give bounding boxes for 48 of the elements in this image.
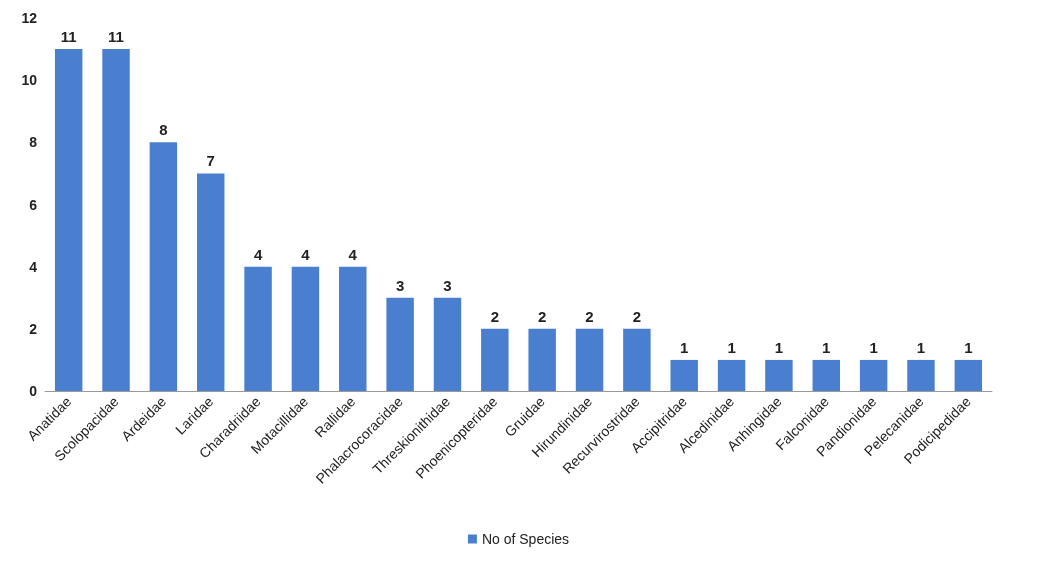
data-label: 4 [348, 245, 358, 263]
y-tick-label: 12 [21, 10, 38, 26]
data-label: 2 [632, 307, 642, 325]
data-label: 11 [60, 28, 77, 46]
bar [433, 297, 462, 391]
data-label: 1 [774, 338, 784, 356]
data-label: 2 [585, 307, 594, 325]
bar [812, 359, 841, 391]
y-tick-label: 0 [29, 383, 38, 399]
y-tick-label: 8 [29, 134, 38, 151]
bar [717, 359, 746, 391]
bar [339, 266, 367, 391]
legend-label: No of Species [481, 531, 570, 547]
bar [623, 328, 651, 391]
y-tick-label: 2 [29, 320, 38, 337]
bar [386, 297, 414, 391]
bar [575, 328, 604, 391]
data-label: 1 [680, 338, 689, 356]
data-label: 1 [727, 338, 736, 356]
bar [859, 359, 888, 391]
data-label: 11 [108, 28, 124, 46]
data-label: 7 [206, 152, 215, 170]
data-label: 4 [301, 245, 311, 263]
bar [954, 359, 983, 391]
bar [149, 142, 178, 391]
bar [102, 49, 130, 391]
bar [670, 359, 698, 391]
y-tick-label: 6 [29, 196, 38, 213]
data-label: 4 [253, 245, 263, 263]
data-label: 1 [822, 338, 831, 356]
bar [907, 359, 935, 391]
data-label: 1 [916, 338, 926, 356]
y-tick-label: 4 [29, 258, 38, 275]
y-tick-label: 10 [21, 72, 38, 89]
bar [196, 173, 225, 391]
data-label: 2 [490, 307, 499, 325]
bar [244, 266, 272, 391]
data-label: 8 [159, 121, 168, 139]
data-label: 3 [443, 276, 452, 294]
bar [54, 49, 83, 391]
bar [765, 359, 793, 391]
data-label: 1 [964, 338, 973, 356]
bar [291, 266, 320, 391]
data-label: 1 [869, 338, 878, 356]
bar [528, 328, 556, 391]
data-label: 2 [538, 307, 547, 325]
data-label: 3 [395, 276, 405, 294]
bar [481, 328, 509, 391]
